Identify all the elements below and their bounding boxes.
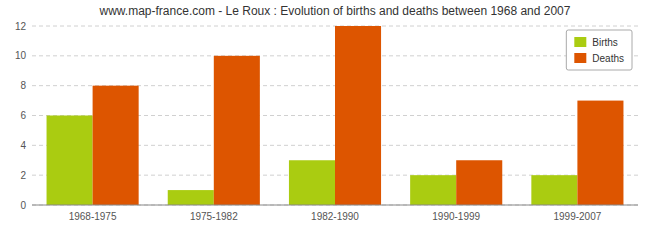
x-tick-label: 1999-2007 [553, 211, 601, 222]
y-tick-label: 12 [15, 21, 27, 32]
y-tick-label: 0 [20, 200, 26, 211]
bar [456, 160, 502, 205]
legend-box [566, 30, 632, 70]
bar [531, 175, 577, 205]
x-tick-label: 1990-1999 [432, 211, 480, 222]
legend-label: Births [592, 37, 618, 48]
x-axis-line [32, 205, 638, 206]
grid [32, 26, 638, 205]
legend-swatch [574, 53, 586, 63]
legend: Births Deaths [566, 30, 632, 70]
bar [93, 86, 139, 205]
x-tick-label: 1975-1982 [190, 211, 238, 222]
bar [168, 190, 214, 205]
bar [335, 26, 381, 205]
chart-title: www.map-france.com - Le Roux : Evolution… [99, 4, 571, 18]
bar [577, 101, 623, 205]
x-tick-label: 1982-1990 [311, 211, 359, 222]
bars [47, 26, 624, 205]
chart-container: www.map-france.com - Le Roux : Evolution… [0, 0, 650, 229]
y-tick-label: 4 [20, 140, 26, 151]
y-tick-label: 2 [20, 170, 26, 181]
bar [214, 56, 260, 205]
legend-swatch [574, 37, 586, 47]
y-tick-label: 6 [20, 110, 26, 121]
x-tick-label: 1968-1975 [69, 211, 117, 222]
grid-line [32, 205, 638, 206]
chart-svg: www.map-france.com - Le Roux : Evolution… [0, 0, 650, 229]
bar [410, 175, 456, 205]
y-tick-label: 8 [20, 80, 26, 91]
y-tick-label: 10 [15, 50, 27, 61]
legend-label: Deaths [592, 53, 624, 64]
bar [47, 116, 93, 206]
bar [289, 160, 335, 205]
